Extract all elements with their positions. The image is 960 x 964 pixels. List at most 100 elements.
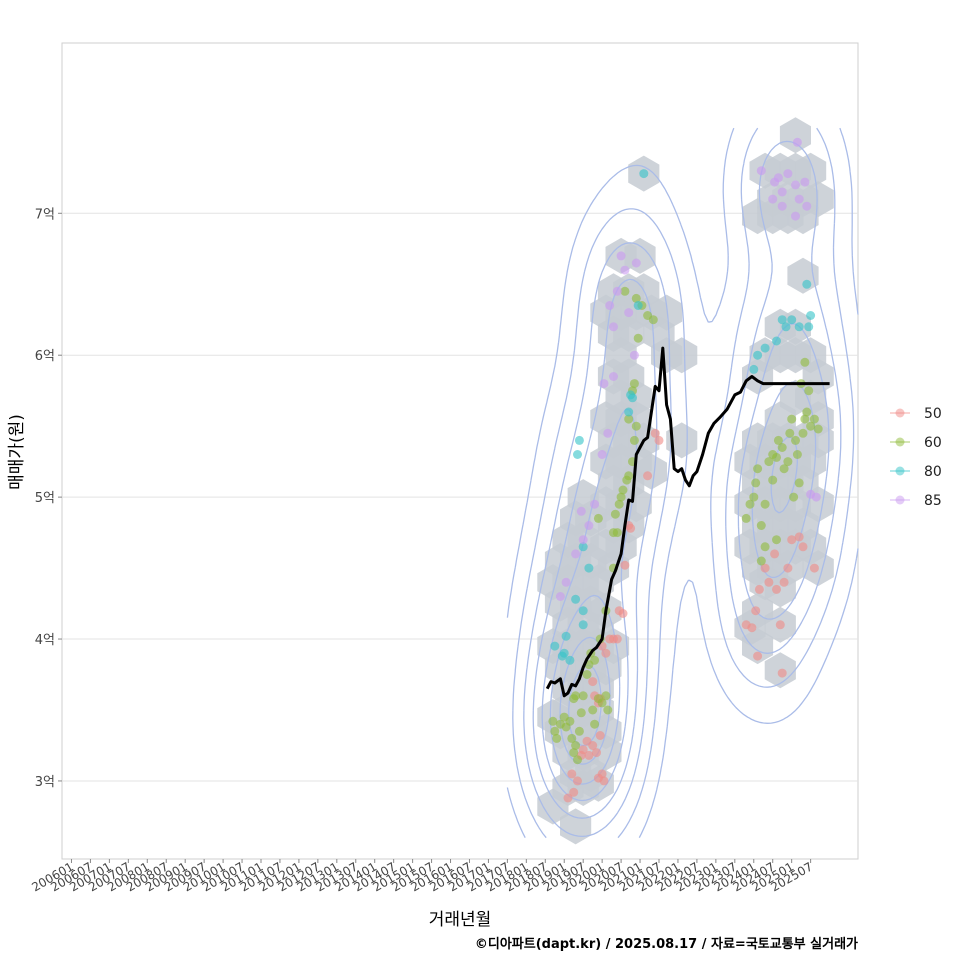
point-50 [643, 471, 653, 481]
point-60 [768, 475, 778, 485]
point-60 [741, 513, 751, 523]
point-50 [597, 769, 607, 779]
point-60 [802, 407, 812, 417]
density-contour [559, 636, 611, 765]
point-60 [573, 755, 582, 765]
legend-key-80 [895, 466, 905, 476]
point-60 [590, 655, 600, 665]
point-50 [588, 677, 598, 687]
point-85 [791, 211, 800, 221]
x-axis-title: 거래년월 [429, 910, 492, 930]
point-60 [745, 499, 755, 509]
point-60 [582, 670, 592, 679]
point-85 [584, 521, 594, 530]
point-50 [798, 542, 808, 552]
point-60 [648, 315, 658, 325]
point-80 [559, 648, 569, 658]
point-85 [603, 428, 613, 438]
point-50 [612, 634, 622, 644]
point-50 [753, 651, 763, 661]
plot-panel [61, 42, 859, 860]
point-60 [794, 478, 804, 488]
point-80 [639, 169, 649, 179]
point-50 [772, 584, 781, 594]
point-50 [573, 776, 582, 786]
point-60 [550, 726, 560, 736]
point-50 [760, 563, 770, 573]
point-80 [753, 350, 763, 360]
y-axis: 3억 4억 5억 6억 7억 [35, 207, 62, 790]
point-50 [620, 560, 630, 570]
point-85 [777, 187, 787, 197]
hexbin-cell [779, 117, 811, 154]
point-85 [571, 549, 581, 559]
point-60 [792, 450, 802, 459]
point-50 [650, 428, 660, 438]
point-85 [768, 194, 778, 204]
legend-key-50 [895, 408, 905, 418]
point-85 [791, 180, 800, 190]
x-axis: 2006012006072007012007072008012008072009… [29, 859, 815, 895]
point-60 [565, 716, 575, 726]
point-80 [806, 311, 816, 320]
point-50 [747, 623, 757, 633]
point-50 [751, 606, 761, 616]
point-85 [773, 173, 783, 183]
point-85 [590, 499, 600, 509]
point-85 [777, 201, 787, 211]
point-60 [620, 286, 630, 296]
point-85 [629, 350, 639, 360]
point-85 [620, 265, 630, 275]
point-60 [571, 741, 581, 750]
point-60 [787, 414, 797, 424]
point-60 [576, 708, 586, 718]
point-50 [567, 769, 577, 779]
point-85 [624, 308, 634, 318]
point-85 [794, 194, 804, 204]
legend: 50 60 80 85 [890, 406, 942, 509]
point-60 [567, 733, 577, 743]
point-85 [578, 535, 588, 545]
point-60 [777, 443, 787, 452]
hexbin-cell [537, 788, 569, 825]
point-60 [804, 386, 814, 396]
y-axis-title: 매매가(원) [7, 414, 27, 490]
point-60 [574, 726, 584, 736]
point-60 [618, 485, 628, 495]
point-60 [610, 509, 620, 519]
point-80 [584, 563, 594, 573]
legend-label: 60 [924, 435, 942, 451]
point-60 [800, 414, 810, 424]
point-60 [601, 691, 611, 701]
point-60 [753, 464, 763, 474]
point-50 [563, 793, 573, 803]
median-price-line [545, 346, 830, 698]
point-50 [626, 523, 636, 533]
point-60 [772, 452, 781, 462]
hexbin-cell [666, 337, 698, 374]
point-50 [777, 668, 787, 678]
legend-label: 50 [924, 406, 942, 422]
density-contour [506, 127, 859, 838]
point-60 [624, 471, 634, 481]
point-60 [756, 556, 766, 566]
hexbin-cell [560, 808, 592, 845]
point-50 [779, 577, 789, 587]
point-60 [809, 414, 819, 424]
point-85 [576, 506, 586, 516]
point-80 [633, 301, 643, 310]
point-85 [800, 177, 810, 187]
point-60 [629, 435, 639, 445]
y-tick-label: 3억 [35, 775, 55, 790]
point-80 [571, 594, 581, 604]
point-80 [794, 322, 804, 332]
point-80 [578, 620, 588, 630]
point-80 [802, 279, 812, 289]
point-85 [616, 251, 626, 261]
point-60 [764, 457, 774, 467]
legend-key-60 [895, 437, 905, 447]
point-60 [772, 535, 781, 545]
y-tick-label: 7억 [35, 207, 55, 222]
point-60 [548, 716, 558, 726]
